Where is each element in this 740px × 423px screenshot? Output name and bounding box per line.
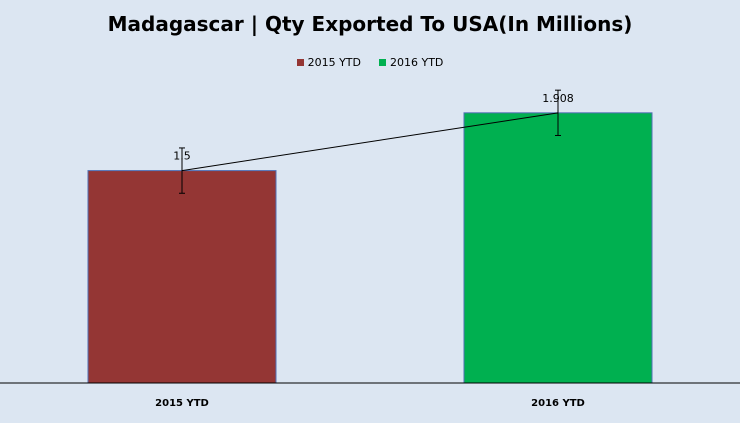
data-label: 1.5 xyxy=(173,150,191,163)
bar-2015-ytd xyxy=(87,170,277,384)
chart-title: Madagascar | Qty Exported To USA(In Mill… xyxy=(107,12,633,36)
bar-2016-ytd xyxy=(463,112,653,384)
data-label: 1.908 xyxy=(542,92,574,105)
legend-swatch-2016 xyxy=(379,59,386,66)
legend: 2015 YTD 2016 YTD xyxy=(0,56,740,69)
x-tick-label: 2016 YTD xyxy=(531,398,585,409)
legend-label-2015: 2015 YTD xyxy=(307,56,361,69)
x-tick-label: 2015 YTD xyxy=(155,398,209,409)
legend-label-2016: 2016 YTD xyxy=(390,56,444,69)
legend-item-2015: 2015 YTD xyxy=(296,56,361,69)
trend-line xyxy=(181,112,559,172)
legend-item-2016: 2016 YTD xyxy=(379,56,443,69)
legend-swatch-2015 xyxy=(296,59,304,66)
